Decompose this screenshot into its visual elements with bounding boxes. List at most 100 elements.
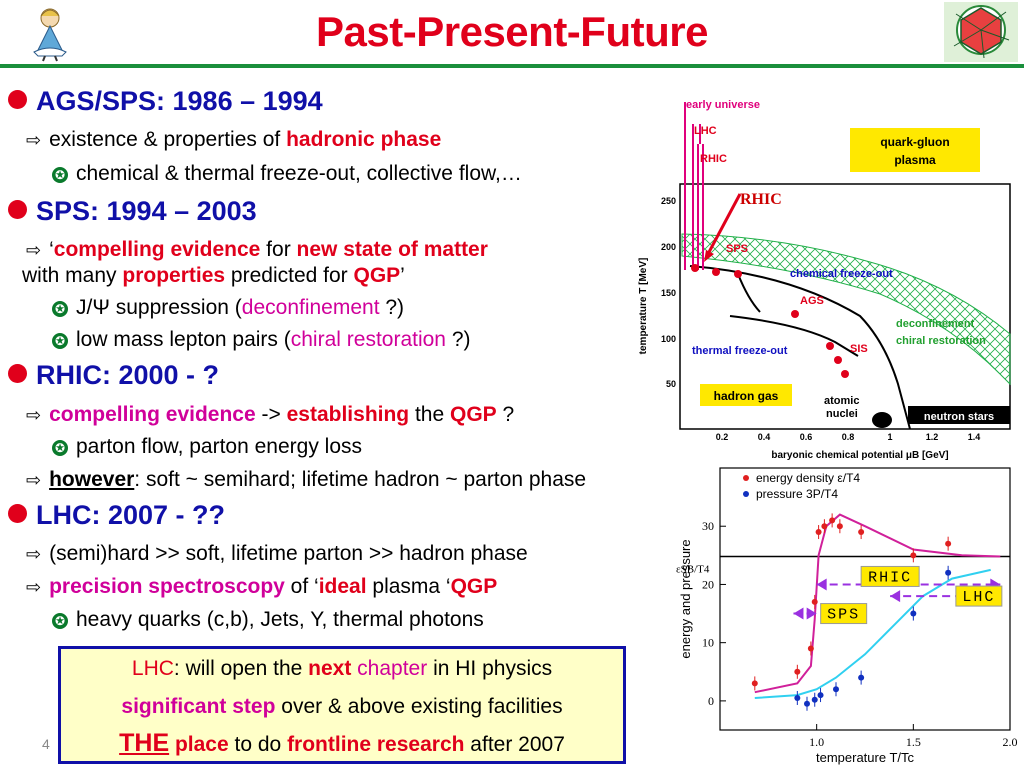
x-tick-label: 1.5 [906,735,921,749]
section-sps-sub1: ✪ J/Ψ suppression (deconfinement ?) [52,296,404,320]
label-atomic: atomic [824,395,859,407]
section-lhc-heading: LHC: 2007 - ?? [8,500,225,531]
alice-figure-logo [33,8,67,62]
x-axis-label: temperature T/Tc [816,750,915,765]
pressure-curve [754,568,991,699]
sb-limit-label: εSB/T4 [676,563,710,575]
band-arrow-left [816,578,827,591]
y-axis-label: temperature T [MeV] [638,258,649,355]
section-ags-sps-line1: ⇨ existence & properties of hadronic phas… [26,128,442,151]
label-thermal-freeze: thermal freeze-out [692,345,788,357]
pressure-point [804,700,810,707]
pressure-point [833,686,839,693]
label-qgp: quark-gluon [880,135,949,149]
svg-text:50: 50 [666,379,676,389]
qcd-phase-diagram: early universe LHC RHIC RHIC quark-gluon… [620,84,1024,464]
svg-text:200: 200 [661,242,676,252]
pressure-point [811,696,818,703]
page-number: 4 [42,736,50,752]
bullet-dot-icon [8,364,27,383]
section-rhic-heading: RHIC: 2000 - ? [8,360,219,391]
x-axis-label: baryonic chemical potential μB [GeV] [771,450,948,461]
label-nuclei: nuclei [826,408,858,420]
svg-text:150: 150 [661,288,676,298]
star-bullet-icon: ✪ [52,613,68,629]
section-ags-sps-heading: AGS/SPS: 1986 – 1994 [8,86,323,117]
alice-experiment-logo [944,2,1018,62]
energy-legend: energy density ε/T4 pressure 3P/T4 [743,471,860,501]
label-sps: SPS [726,243,748,255]
svg-text:1.4: 1.4 [968,432,981,442]
svg-text:1.2: 1.2 [926,432,939,442]
y-ticks: 250 200 150 100 50 [661,196,676,389]
y-tick-label: 0 [708,694,714,708]
arrow-right-icon: ⇨ [26,577,42,597]
summary-box: LHC: will open the next chapter in HI ph… [58,646,626,764]
energy-marks: εSB/T4 RHIC LHC SPS [676,513,1010,711]
y-tick-label: 10 [702,636,714,650]
svg-text:0.6: 0.6 [800,432,813,442]
star-bullet-icon: ✪ [52,167,68,183]
x-ticks: 0.2 0.4 0.6 0.8 1 1.2 1.4 [716,432,981,442]
label-early-universe: early universe [686,99,760,111]
band-label-sps: SPS [827,607,860,624]
title-rule [0,64,1024,68]
x-tick-label: 1.0 [809,735,824,749]
label-deconf: deconfinement [896,318,975,330]
energy-point [821,523,828,530]
section-lhc-line2: ⇨ precision spectroscopy of ‘ideal plasma… [26,575,498,598]
x-tick-label: 2.0 [1003,735,1018,749]
band-label-box [955,585,1003,607]
label-rhic-arrow: RHIC [700,153,727,165]
summary-line1: LHC: will open the next chapter in HI ph… [131,657,553,680]
summary-line2: significant step over & above existing f… [121,695,563,718]
svg-text:0.4: 0.4 [758,432,771,442]
svg-text:0.2: 0.2 [716,432,729,442]
arrow-right-icon: ⇨ [26,470,42,490]
svg-text:250: 250 [661,196,676,206]
energy-density-chart: 0 10 20 30 1.0 1.5 2.0 temperature T/Tc energy a… [676,464,1024,768]
bullet-dot-icon [8,200,27,219]
energy-axes: 0 10 20 30 1.0 1.5 2.0 temperature T/Tc energy a… [678,519,1018,765]
svg-text:100: 100 [661,334,676,344]
legend-marker [743,491,749,497]
section-sps-heading: SPS: 1994 – 2003 [8,196,257,227]
label-rhic-big: RHIC [740,191,782,208]
pressure-point [794,694,801,701]
arrow-right-icon: ⇨ [26,405,42,425]
band-label-lhc: LHC [962,589,995,606]
band-arrow-left [793,607,804,620]
energy-point [910,552,917,559]
energy-point [807,645,814,652]
energy-point [815,529,822,536]
legend-label: pressure 3P/T4 [756,487,838,501]
arrow-right-icon: ⇨ [26,130,42,150]
arrow-right-icon: ⇨ [26,544,42,564]
label-hadron-gas: hadron gas [714,389,779,403]
bullet-dot-icon [8,504,27,523]
pressure-point [858,674,865,681]
legend-marker [743,475,749,481]
star-bullet-icon: ✪ [52,333,68,349]
star-bullet-icon: ✪ [52,301,68,317]
band-label-box [820,603,868,625]
label-sis: SIS [850,343,868,355]
section-sps-line1-cont: with many properties predicted for QGP’ [22,264,405,287]
energy-point [751,680,758,687]
svg-text:0.8: 0.8 [842,432,855,442]
band-arrow-right [806,607,817,620]
pressure-point [910,610,917,617]
legend-label: energy density ε/T4 [756,471,860,485]
svg-text:1: 1 [887,432,892,442]
energy-point [836,523,843,530]
slide-title: Past-Present-Future [316,8,708,55]
energy-point [858,529,865,536]
band-label-rhic: RHIC [868,569,912,586]
section-rhic-sub1: ✪ parton flow, parton energy loss [52,435,362,459]
energy-point [811,598,818,605]
band-label-box [860,565,920,587]
label-neutron-stars: neutron stars [924,411,994,423]
bullet-dot-icon [8,90,27,109]
label-ags: AGS [800,295,824,307]
summary-line3: THE place to do frontline research after… [119,729,565,757]
